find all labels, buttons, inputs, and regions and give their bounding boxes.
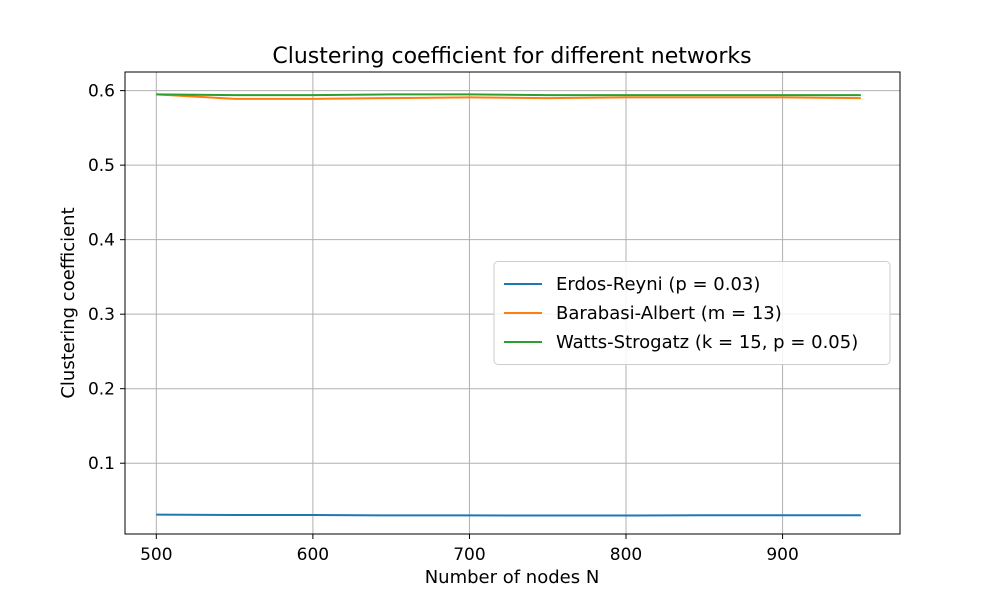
legend: Erdos-Reyni (p = 0.03) Barabasi-Albert (m…: [493, 261, 891, 365]
x-tick-label: 900: [766, 545, 798, 565]
legend-label: Barabasi-Albert (m = 13): [556, 303, 782, 324]
series-line-2: [156, 93, 861, 100]
grid: [125, 72, 900, 534]
x-tick-label: 500: [140, 545, 172, 565]
legend-label: Erdos-Reyni (p = 0.03): [556, 274, 760, 295]
series-line-3: [156, 93, 861, 97]
x-tick-label: 600: [297, 545, 329, 565]
x-tick-label: 800: [610, 545, 642, 565]
chart-title: Clustering coefficient for different net…: [272, 44, 751, 69]
y-tick-label: 0.4: [88, 231, 115, 251]
y-tick-label: 0.2: [88, 380, 115, 400]
y-tick-label: 0.5: [88, 156, 115, 176]
series-line-1: [156, 513, 861, 517]
y-axis-label: Clustering coefficient: [58, 207, 79, 398]
series-group: [156, 93, 861, 517]
x-tick-label: 700: [453, 545, 485, 565]
ticks: 500 600 700 800 900 0.1 0.2 0.3 0.4 0.5 0.6: [88, 82, 799, 565]
plot-frame: [124, 71, 901, 535]
y-tick-label: 0.3: [88, 305, 115, 325]
legend-box: [493, 261, 891, 365]
y-tick-label: 0.1: [88, 454, 115, 474]
y-tick-label: 0.6: [88, 82, 115, 102]
x-axis-label: Number of nodes N: [425, 567, 600, 588]
legend-label: Watts-Strogatz (k = 15, p = 0.05): [556, 332, 858, 353]
